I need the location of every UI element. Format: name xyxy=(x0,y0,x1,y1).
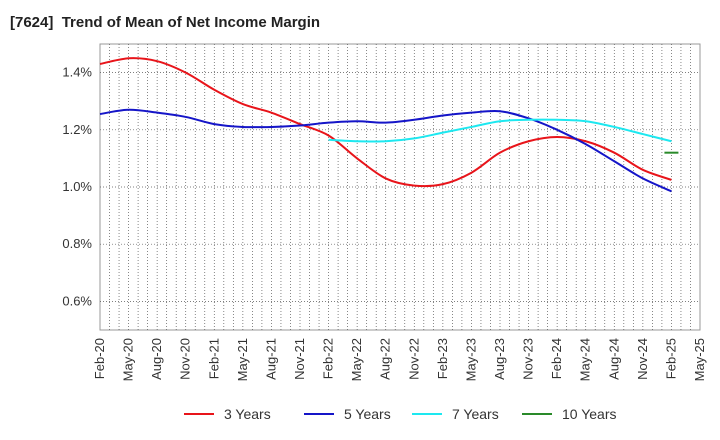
y-tick-label: 0.6% xyxy=(62,293,92,308)
x-tick-label: Nov-23 xyxy=(521,338,536,380)
x-tick-label: Feb-21 xyxy=(206,338,221,379)
y-tick-label: 1.2% xyxy=(62,122,92,137)
series-line-7-years xyxy=(328,118,672,143)
x-tick-label: May-21 xyxy=(235,338,250,381)
x-tick-label: Aug-24 xyxy=(606,338,621,380)
x-tick-label: May-24 xyxy=(578,338,593,381)
x-axis-labels: Feb-20 May-20 Aug-20 Nov-20 Feb-21 May-21 Aug-… xyxy=(92,338,707,381)
x-tick-label: Feb-23 xyxy=(435,338,450,379)
x-tick-label: Feb-24 xyxy=(549,338,564,379)
grid-lines xyxy=(100,44,700,330)
x-tick-label: Feb-22 xyxy=(321,338,336,379)
chart-title: [7624] Trend of Mean of Net Income Margi… xyxy=(10,14,321,31)
y-tick-label: 0.8% xyxy=(62,236,92,251)
x-tick-label: Nov-22 xyxy=(406,338,421,380)
x-tick-label: Feb-20 xyxy=(92,338,107,379)
x-tick-label: Nov-21 xyxy=(292,338,307,380)
x-tick-label: May-25 xyxy=(692,338,707,381)
x-tick-label: Aug-21 xyxy=(263,338,278,380)
x-tick-label: May-23 xyxy=(463,338,478,381)
legend: 3 Years 5 Years 7 Years 10 Years xyxy=(184,406,617,422)
x-tick-label: Aug-20 xyxy=(149,338,164,380)
legend-label-3-years: 3 Years xyxy=(224,406,271,422)
x-tick-label: Feb-25 xyxy=(663,338,678,379)
legend-label-7-years: 7 Years xyxy=(452,406,499,422)
x-tick-label: May-20 xyxy=(121,338,136,381)
legend-label-10-years: 10 Years xyxy=(562,406,617,422)
legend-label-5-years: 5 Years xyxy=(344,406,391,422)
y-tick-label: 1.0% xyxy=(62,179,92,194)
x-tick-label: Nov-20 xyxy=(178,338,193,380)
series-line-5-years xyxy=(99,108,672,193)
y-axis-labels: 0.6% 0.8% 1.0% 1.2% 1.4% xyxy=(62,65,92,309)
x-tick-label: Aug-22 xyxy=(378,338,393,380)
x-tick-label: Aug-23 xyxy=(492,338,507,380)
y-tick-label: 1.4% xyxy=(62,65,92,80)
series-lines xyxy=(99,57,679,193)
x-tick-label: May-22 xyxy=(349,338,364,381)
x-tick-label: Nov-24 xyxy=(635,338,650,380)
